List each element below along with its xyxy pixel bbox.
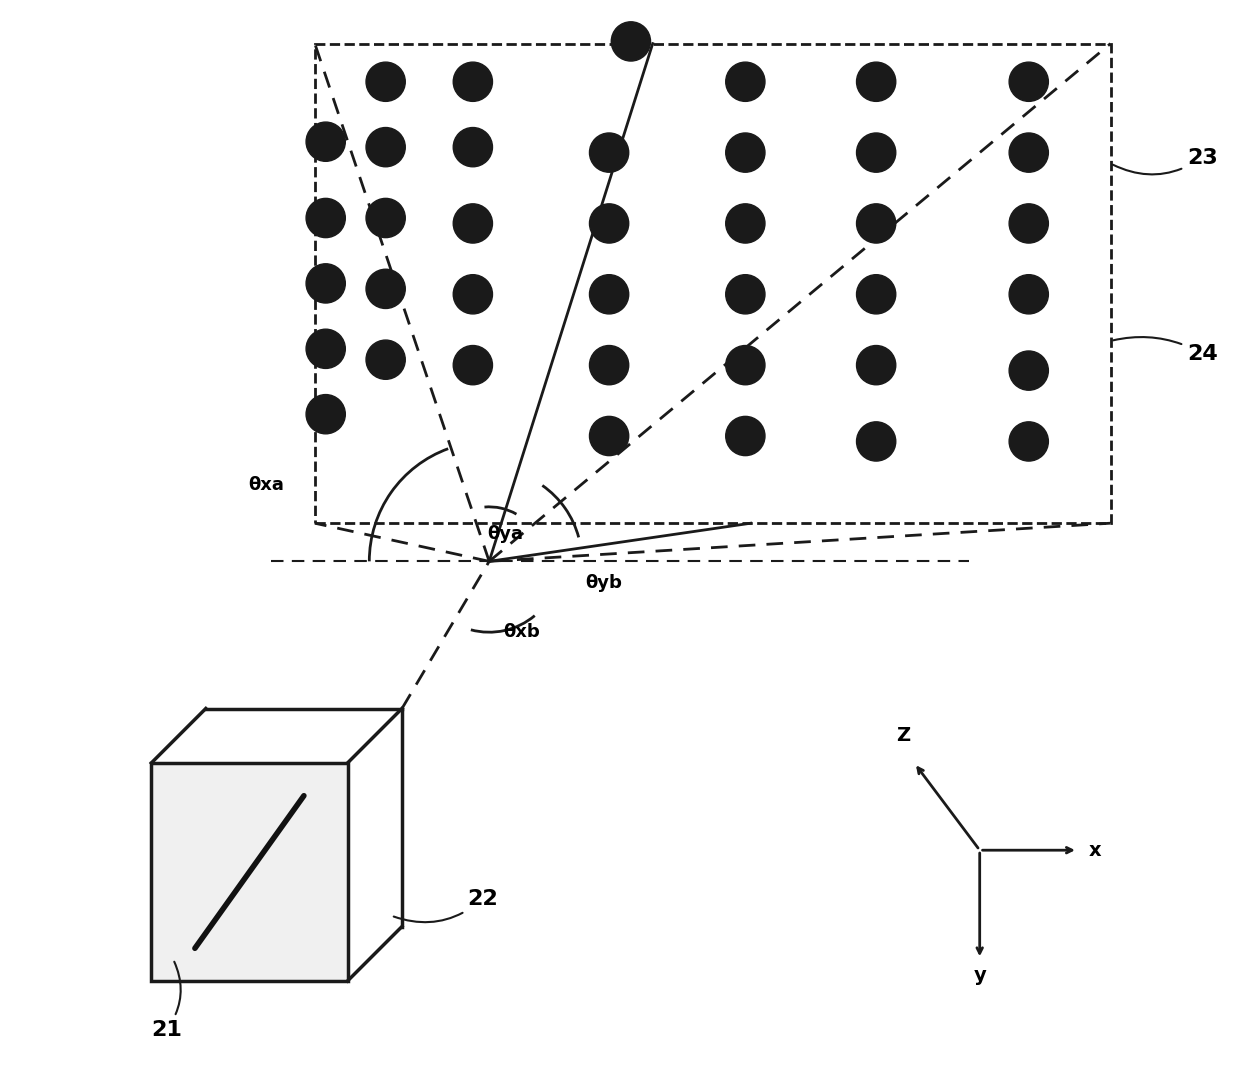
Circle shape <box>306 395 345 434</box>
Circle shape <box>366 62 405 101</box>
Circle shape <box>725 346 765 385</box>
Circle shape <box>611 22 651 61</box>
Bar <box>315 44 1111 523</box>
Circle shape <box>589 416 629 456</box>
Circle shape <box>454 346 492 385</box>
Circle shape <box>857 204 895 243</box>
Circle shape <box>454 204 492 243</box>
Circle shape <box>589 133 629 172</box>
Circle shape <box>857 62 895 101</box>
Circle shape <box>1009 133 1048 172</box>
Circle shape <box>366 340 405 379</box>
Circle shape <box>589 275 629 314</box>
Circle shape <box>725 275 765 314</box>
Circle shape <box>306 264 345 303</box>
Text: θxa: θxa <box>248 476 284 494</box>
Text: θyb: θyb <box>585 574 622 592</box>
Circle shape <box>1009 422 1048 461</box>
Text: θxb: θxb <box>503 623 541 641</box>
Text: θya: θya <box>487 525 523 543</box>
Circle shape <box>1009 62 1048 101</box>
Circle shape <box>454 62 492 101</box>
Circle shape <box>857 133 895 172</box>
Circle shape <box>857 275 895 314</box>
Text: 24: 24 <box>1114 337 1218 364</box>
Circle shape <box>1009 275 1048 314</box>
Circle shape <box>589 346 629 385</box>
Circle shape <box>454 128 492 167</box>
Circle shape <box>1009 351 1048 390</box>
Circle shape <box>857 346 895 385</box>
Circle shape <box>366 269 405 308</box>
Circle shape <box>725 416 765 456</box>
Text: Z: Z <box>897 726 910 746</box>
Circle shape <box>589 204 629 243</box>
Circle shape <box>1009 204 1048 243</box>
Circle shape <box>725 133 765 172</box>
Text: 23: 23 <box>1114 147 1218 174</box>
Text: y: y <box>973 966 986 985</box>
Text: x: x <box>1089 840 1101 860</box>
Circle shape <box>306 198 345 238</box>
Circle shape <box>366 198 405 238</box>
Circle shape <box>454 275 492 314</box>
Bar <box>151 763 347 981</box>
Circle shape <box>725 62 765 101</box>
Circle shape <box>306 122 345 161</box>
Circle shape <box>366 128 405 167</box>
Circle shape <box>857 422 895 461</box>
Circle shape <box>306 329 345 368</box>
Text: 22: 22 <box>394 888 498 922</box>
Circle shape <box>725 204 765 243</box>
Text: 21: 21 <box>151 961 182 1040</box>
